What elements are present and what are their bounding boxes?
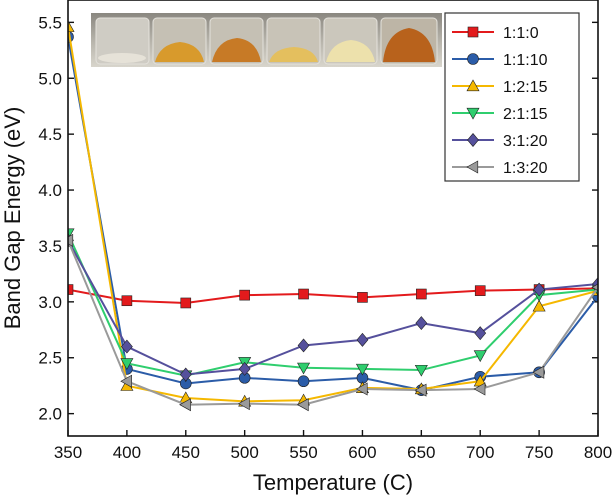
legend-entry: 1:3:20: [452, 160, 548, 177]
data-point: [357, 292, 368, 303]
data-point: [415, 316, 428, 331]
legend-label: 3:1:20: [503, 133, 548, 150]
legend-label: 1:1:10: [503, 52, 548, 69]
data-point: [474, 326, 487, 341]
series-line: [68, 287, 598, 304]
data-point: [179, 398, 191, 412]
data-point: [179, 367, 192, 382]
series-1-1-0: [68, 283, 598, 309]
data-point: [121, 295, 133, 307]
y-tick-label: 3.0: [38, 293, 62, 312]
x-tick-label: 600: [348, 443, 376, 462]
legend-entry: 2:1:15: [452, 106, 548, 123]
x-tick-label: 650: [407, 443, 435, 462]
data-point: [533, 282, 546, 297]
data-point: [414, 383, 427, 397]
data-point: [238, 397, 250, 411]
y-tick-label: 2.0: [38, 405, 62, 424]
series-1-3-20: [68, 233, 598, 412]
data-point: [416, 288, 427, 300]
data-point: [532, 299, 546, 312]
x-tick-label: 700: [466, 443, 494, 462]
legend-box: [444, 12, 580, 182]
data-point: [120, 358, 134, 370]
series-2-1-15: [68, 228, 598, 383]
vial-1: [95, 17, 150, 65]
data-point: [296, 398, 309, 412]
series-line: [68, 239, 598, 376]
data-point: [239, 289, 250, 301]
data-point: [355, 382, 368, 396]
vial-6: [380, 17, 438, 65]
legend-marker: [466, 79, 480, 92]
data-point: [120, 339, 133, 354]
y-tick-label: 4.0: [38, 181, 62, 200]
legend-label: 2:1:15: [503, 106, 548, 123]
legend: 1:1:0 1:1:10 1:2:15 2:1:15 3:1:20 1:3:20: [444, 12, 580, 182]
data-point: [68, 233, 74, 247]
data-point: [473, 350, 487, 363]
data-point: [68, 284, 74, 295]
series-line: [68, 233, 598, 377]
data-point: [120, 374, 132, 388]
x-tick-label: 500: [230, 443, 258, 462]
legend-marker: [467, 26, 479, 38]
legend-marker: [466, 107, 480, 120]
x-tick-label: 750: [525, 443, 553, 462]
legend-label: 1:1:0: [503, 25, 539, 42]
y-tick-label: 4.5: [38, 125, 62, 144]
y-tick-label: 3.5: [38, 237, 62, 256]
y-tick-label: 5.0: [38, 69, 62, 88]
legend-marker: [467, 53, 479, 65]
x-tick-label: 550: [289, 443, 317, 462]
data-point: [180, 297, 192, 309]
x-tick-label: 800: [584, 443, 612, 462]
legend-label: 1:3:20: [503, 160, 548, 177]
y-axis-title: Band Gap Energy (eV): [0, 107, 25, 330]
vial-4: [266, 17, 321, 65]
legend-label: 1:2:15: [503, 79, 548, 96]
legend-entry: 1:1:0: [452, 25, 539, 42]
data-point: [474, 285, 486, 296]
data-point: [414, 364, 428, 377]
x-tick-label: 450: [172, 443, 200, 462]
tick-labels: 350 400 450 500 550 600 650 700 750 800 2.0 2.5 3.0 3…: [38, 13, 612, 462]
y-tick-label: 2.5: [38, 349, 62, 368]
legend-marker: [467, 133, 479, 147]
series-lines: [68, 20, 598, 412]
legend-entry: 3:1:20: [452, 133, 548, 150]
series-line: [68, 239, 598, 406]
data-point: [297, 362, 311, 375]
vial-3: [209, 17, 264, 65]
series-line: [68, 36, 598, 392]
data-point: [297, 375, 310, 388]
sample-vials-photo: [91, 13, 442, 67]
data-point: [297, 338, 310, 353]
y-tick-label: 5.5: [38, 13, 62, 32]
series-line: [68, 26, 598, 403]
x-axis-title: Temperature (C): [253, 470, 413, 495]
vial-2: [152, 17, 207, 65]
legend-entry: 1:1:10: [452, 52, 548, 69]
x-tick-label: 350: [54, 443, 82, 462]
data-point: [356, 332, 369, 347]
vial-5: [323, 17, 378, 65]
data-point: [298, 288, 309, 300]
data-point: [68, 20, 75, 32]
plot-frame: [67, 0, 599, 437]
data-point: [473, 382, 486, 396]
data-point: [238, 361, 251, 376]
legend-marker: [466, 160, 479, 174]
data-point: [532, 365, 545, 379]
data-point: [355, 363, 369, 376]
x-tick-label: 400: [113, 443, 141, 462]
legend-entry: 1:2:15: [452, 79, 548, 96]
series-3-1-20: [68, 233, 598, 382]
